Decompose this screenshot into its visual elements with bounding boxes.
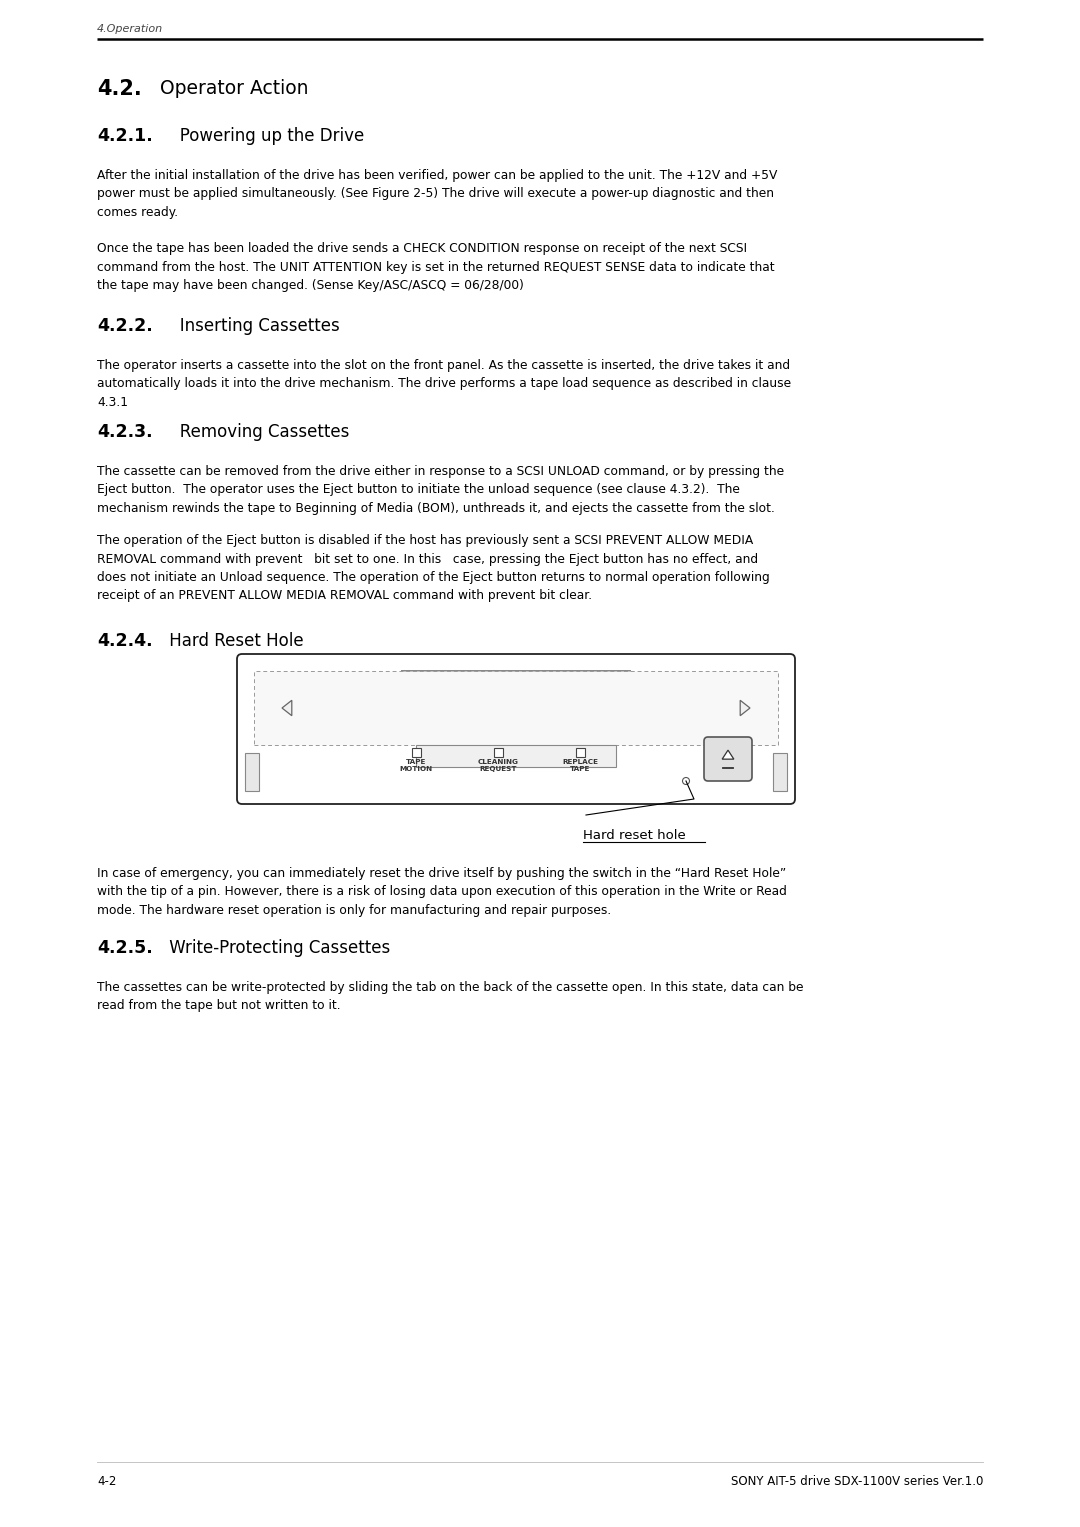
Text: The cassettes can be write-protected by sliding the tab on the back of the casse: The cassettes can be write-protected by …	[97, 980, 804, 1012]
Text: In case of emergency, you can immediately reset the drive itself by pushing the : In case of emergency, you can immediatel…	[97, 867, 787, 918]
Bar	[576, 748, 584, 757]
Text: CLEANING: CLEANING	[477, 759, 518, 765]
Text: 4-2: 4-2	[97, 1475, 117, 1487]
FancyBboxPatch shape	[237, 654, 795, 805]
Bar	[416, 745, 616, 767]
Text: 4.2.5.: 4.2.5.	[97, 939, 152, 957]
Text: Powering up the Drive: Powering up the Drive	[164, 127, 364, 145]
Text: TAPE: TAPE	[406, 759, 427, 765]
Text: Write-Protecting Cassettes: Write-Protecting Cassettes	[164, 939, 390, 957]
Bar	[773, 753, 787, 791]
Polygon shape	[723, 750, 733, 759]
Bar	[494, 748, 502, 757]
Text: 4.2.3.: 4.2.3.	[97, 423, 152, 441]
Text: SONY AIT-5 drive SDX-1100V series Ver.1.0: SONY AIT-5 drive SDX-1100V series Ver.1.…	[731, 1475, 983, 1487]
Text: Inserting Cassettes: Inserting Cassettes	[164, 318, 340, 334]
Text: 4.Operation: 4.Operation	[97, 24, 163, 34]
Text: 4.2.1.: 4.2.1.	[97, 127, 152, 145]
Bar	[245, 753, 259, 791]
Text: Removing Cassettes: Removing Cassettes	[164, 423, 349, 441]
Polygon shape	[282, 701, 292, 716]
Circle shape	[683, 777, 689, 785]
Text: The operation of the Eject button is disabled if the host has previously sent a : The operation of the Eject button is dis…	[97, 534, 770, 603]
Bar	[401, 670, 631, 676]
Bar	[254, 670, 778, 745]
Text: REQUEST: REQUEST	[480, 767, 516, 773]
Text: Operator Action: Operator Action	[154, 79, 309, 98]
Text: After the initial installation of the drive has been verified, power can be appl: After the initial installation of the dr…	[97, 169, 778, 218]
FancyBboxPatch shape	[704, 738, 752, 780]
Text: 4.2.4.: 4.2.4.	[97, 632, 152, 651]
Text: 4.2.: 4.2.	[97, 79, 141, 99]
Text: MOTION: MOTION	[400, 767, 433, 773]
Text: 4.2.2.: 4.2.2.	[97, 318, 152, 334]
Text: REPLACE: REPLACE	[562, 759, 598, 765]
Text: Once the tape has been loaded the drive sends a CHECK CONDITION response on rece: Once the tape has been loaded the drive …	[97, 241, 774, 292]
Text: Hard reset hole: Hard reset hole	[583, 829, 686, 841]
Text: The operator inserts a cassette into the slot on the front panel. As the cassett: The operator inserts a cassette into the…	[97, 359, 792, 409]
Text: Hard Reset Hole: Hard Reset Hole	[164, 632, 303, 651]
Bar	[411, 748, 420, 757]
Text: TAPE: TAPE	[570, 767, 590, 773]
Text: The cassette can be removed from the drive either in response to a SCSI UNLOAD c: The cassette can be removed from the dri…	[97, 466, 784, 515]
Polygon shape	[740, 701, 750, 716]
